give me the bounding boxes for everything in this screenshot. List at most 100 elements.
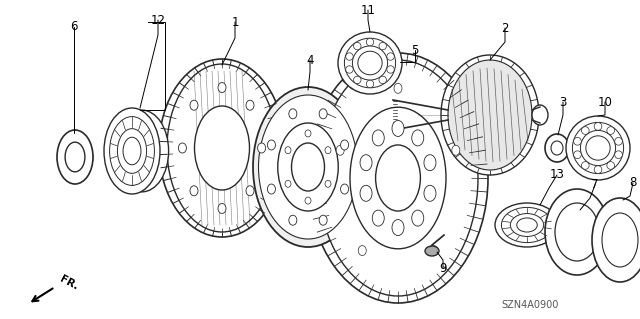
Ellipse shape bbox=[259, 95, 358, 239]
Ellipse shape bbox=[441, 55, 539, 175]
Text: 5: 5 bbox=[412, 43, 419, 56]
Ellipse shape bbox=[305, 197, 311, 204]
Ellipse shape bbox=[340, 140, 349, 150]
Ellipse shape bbox=[190, 186, 198, 196]
Text: 12: 12 bbox=[150, 13, 166, 26]
Ellipse shape bbox=[179, 143, 186, 153]
Text: 13: 13 bbox=[550, 168, 564, 182]
Text: 11: 11 bbox=[360, 4, 376, 17]
Circle shape bbox=[614, 137, 622, 145]
Circle shape bbox=[353, 42, 361, 50]
Ellipse shape bbox=[516, 218, 537, 232]
Circle shape bbox=[614, 151, 622, 159]
Text: 9: 9 bbox=[439, 262, 447, 275]
Ellipse shape bbox=[532, 105, 548, 125]
Ellipse shape bbox=[358, 246, 366, 256]
Ellipse shape bbox=[218, 204, 226, 213]
Ellipse shape bbox=[376, 145, 420, 211]
Text: 8: 8 bbox=[629, 176, 637, 189]
Circle shape bbox=[594, 166, 602, 174]
Ellipse shape bbox=[268, 184, 275, 194]
Circle shape bbox=[594, 122, 602, 130]
Text: 10: 10 bbox=[598, 95, 612, 108]
Text: 7: 7 bbox=[591, 179, 599, 191]
Ellipse shape bbox=[308, 53, 488, 303]
Ellipse shape bbox=[159, 59, 285, 237]
Ellipse shape bbox=[392, 219, 404, 235]
Ellipse shape bbox=[555, 203, 599, 261]
Ellipse shape bbox=[118, 129, 147, 173]
Ellipse shape bbox=[246, 186, 254, 196]
Text: 2: 2 bbox=[501, 21, 509, 34]
Ellipse shape bbox=[340, 184, 349, 194]
Ellipse shape bbox=[429, 246, 438, 256]
Text: 4: 4 bbox=[307, 54, 314, 66]
Circle shape bbox=[353, 76, 361, 84]
Ellipse shape bbox=[372, 130, 384, 146]
Ellipse shape bbox=[425, 246, 439, 256]
Circle shape bbox=[366, 80, 374, 88]
Circle shape bbox=[366, 38, 374, 46]
Ellipse shape bbox=[360, 155, 372, 171]
Ellipse shape bbox=[412, 130, 424, 146]
Ellipse shape bbox=[394, 83, 402, 93]
Circle shape bbox=[607, 162, 614, 169]
Ellipse shape bbox=[218, 83, 226, 93]
Ellipse shape bbox=[372, 210, 384, 226]
Ellipse shape bbox=[167, 64, 277, 232]
Ellipse shape bbox=[392, 121, 404, 137]
Circle shape bbox=[582, 127, 589, 134]
Ellipse shape bbox=[57, 130, 93, 184]
Ellipse shape bbox=[246, 100, 254, 110]
Ellipse shape bbox=[572, 122, 623, 174]
Text: 3: 3 bbox=[559, 95, 566, 108]
Ellipse shape bbox=[501, 207, 552, 243]
Ellipse shape bbox=[353, 46, 388, 80]
Circle shape bbox=[582, 162, 589, 169]
Ellipse shape bbox=[545, 134, 569, 162]
Ellipse shape bbox=[195, 106, 250, 190]
Circle shape bbox=[346, 66, 353, 73]
Ellipse shape bbox=[65, 142, 85, 172]
Ellipse shape bbox=[258, 143, 266, 153]
Ellipse shape bbox=[602, 213, 638, 267]
Ellipse shape bbox=[104, 108, 160, 194]
Ellipse shape bbox=[336, 145, 344, 155]
Ellipse shape bbox=[424, 185, 436, 201]
Ellipse shape bbox=[325, 180, 331, 187]
Ellipse shape bbox=[285, 180, 291, 187]
Circle shape bbox=[573, 151, 581, 159]
Ellipse shape bbox=[253, 87, 363, 247]
Circle shape bbox=[387, 53, 394, 60]
Ellipse shape bbox=[319, 215, 327, 225]
Circle shape bbox=[573, 137, 581, 145]
Ellipse shape bbox=[586, 136, 610, 160]
Ellipse shape bbox=[285, 147, 291, 154]
Circle shape bbox=[346, 53, 353, 60]
Text: SZN4A0900: SZN4A0900 bbox=[501, 300, 559, 310]
Ellipse shape bbox=[291, 143, 324, 191]
Ellipse shape bbox=[592, 198, 640, 282]
Ellipse shape bbox=[318, 60, 478, 296]
Ellipse shape bbox=[305, 130, 311, 137]
Ellipse shape bbox=[360, 185, 372, 201]
Ellipse shape bbox=[344, 38, 396, 88]
Ellipse shape bbox=[545, 189, 609, 275]
Ellipse shape bbox=[325, 147, 331, 154]
Circle shape bbox=[387, 66, 394, 73]
Text: 6: 6 bbox=[70, 20, 77, 33]
Ellipse shape bbox=[412, 210, 424, 226]
Ellipse shape bbox=[289, 215, 297, 225]
Ellipse shape bbox=[338, 32, 402, 94]
Ellipse shape bbox=[495, 203, 559, 247]
Ellipse shape bbox=[424, 155, 436, 171]
Text: 1: 1 bbox=[231, 16, 239, 28]
Ellipse shape bbox=[551, 141, 563, 155]
Circle shape bbox=[379, 42, 387, 50]
Ellipse shape bbox=[115, 110, 168, 192]
Ellipse shape bbox=[268, 140, 275, 150]
Circle shape bbox=[379, 76, 387, 84]
Ellipse shape bbox=[109, 117, 154, 185]
Ellipse shape bbox=[289, 109, 297, 119]
Ellipse shape bbox=[358, 51, 382, 75]
